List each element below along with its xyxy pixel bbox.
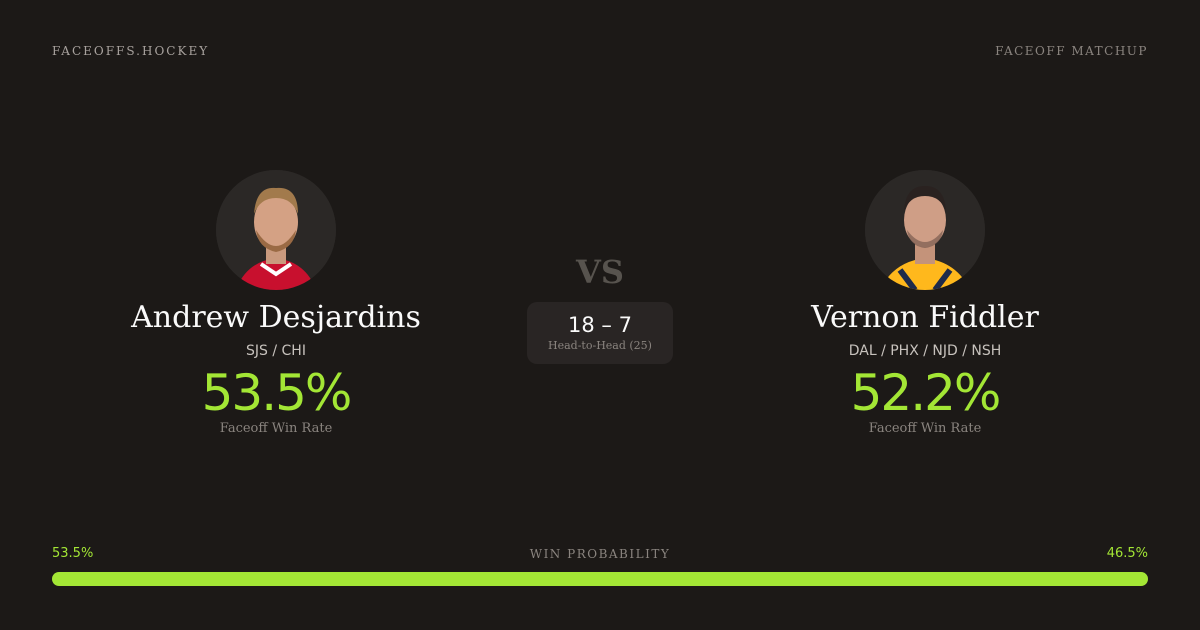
head-to-head-score: 18 – 7 xyxy=(568,313,632,337)
player-teams: DAL / PHX / NJD / NSH xyxy=(848,343,1002,359)
vs-label: VS xyxy=(576,253,624,291)
avatar xyxy=(865,170,985,290)
page-tag: FACEOFF MATCHUP xyxy=(995,44,1148,58)
head-to-head-label: Head-to-Head (25) xyxy=(548,339,652,352)
faceoff-win-rate: 53.5% xyxy=(201,364,353,422)
win-rate-label: Faceoff Win Rate xyxy=(868,421,982,436)
win-probability-right: 46.5% xyxy=(1106,546,1148,561)
player-card-left: Andrew Desjardins SJS / CHI 53.5% Faceof… xyxy=(76,170,476,436)
head-to-head-box: 18 – 7 Head-to-Head (25) xyxy=(527,302,673,364)
avatar xyxy=(216,170,336,290)
win-rate-label: Faceoff Win Rate xyxy=(219,421,333,436)
brand-logo: FACEOFFS.HOCKEY xyxy=(52,44,210,58)
win-probability-right-segment xyxy=(638,572,1148,586)
win-probability-label: WIN PROBABILITY xyxy=(529,547,671,561)
player-teams: SJS / CHI xyxy=(246,343,306,359)
player-name: Vernon Fiddler xyxy=(811,300,1039,335)
faceoff-win-rate: 52.2% xyxy=(850,364,1002,422)
win-probability-bar xyxy=(52,572,1148,586)
player-card-right: Vernon Fiddler DAL / PHX / NJD / NSH 52.… xyxy=(725,170,1125,436)
win-probability-left: 53.5% xyxy=(52,546,94,561)
win-probability-left-segment xyxy=(52,572,639,586)
player-name: Andrew Desjardins xyxy=(131,300,421,335)
